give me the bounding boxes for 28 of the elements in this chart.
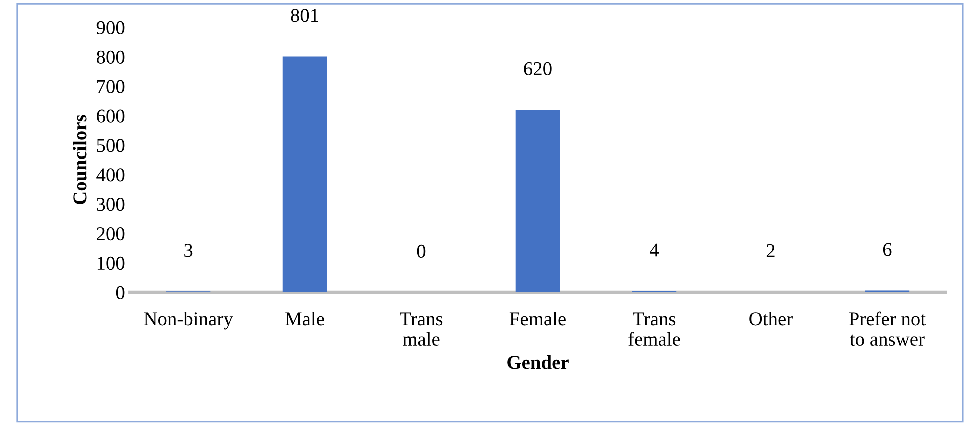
data-label: 6	[883, 243, 892, 256]
data-label: 2	[766, 244, 775, 258]
x-tick-label: Other	[750, 312, 793, 326]
x-tick-label: Female	[510, 312, 566, 326]
x-tick-label: Male	[286, 312, 324, 326]
y-tick-label: 200	[97, 227, 125, 241]
bar	[516, 110, 560, 293]
y-tick-label: 300	[97, 198, 125, 212]
x-tick-label: Prefer not to answer	[849, 312, 926, 346]
y-tick-label: 700	[98, 80, 125, 94]
data-label: 4	[650, 244, 660, 257]
x-tick-label: Non-binary	[144, 312, 234, 330]
x-tick-label: Trans male	[400, 312, 443, 346]
y-tick-label: 400	[96, 168, 125, 182]
y-tick-label: 100	[98, 256, 125, 270]
data-label: 801	[291, 9, 318, 22]
y-tick-label: 600	[97, 110, 125, 123]
x-tick-label: Trans female	[628, 312, 680, 346]
y-tick-label: 500	[97, 139, 125, 152]
y-axis-title: Councilors	[73, 115, 87, 204]
y-tick-label: 800	[96, 50, 125, 64]
y-tick-label: 0	[116, 286, 125, 300]
data-label: 3	[184, 244, 193, 258]
bar	[282, 56, 328, 293]
data-label: 620	[524, 62, 552, 76]
x-axis-title: Gender	[508, 356, 569, 370]
data-label: 0	[417, 244, 426, 258]
y-tick-label: 900	[96, 21, 125, 34]
